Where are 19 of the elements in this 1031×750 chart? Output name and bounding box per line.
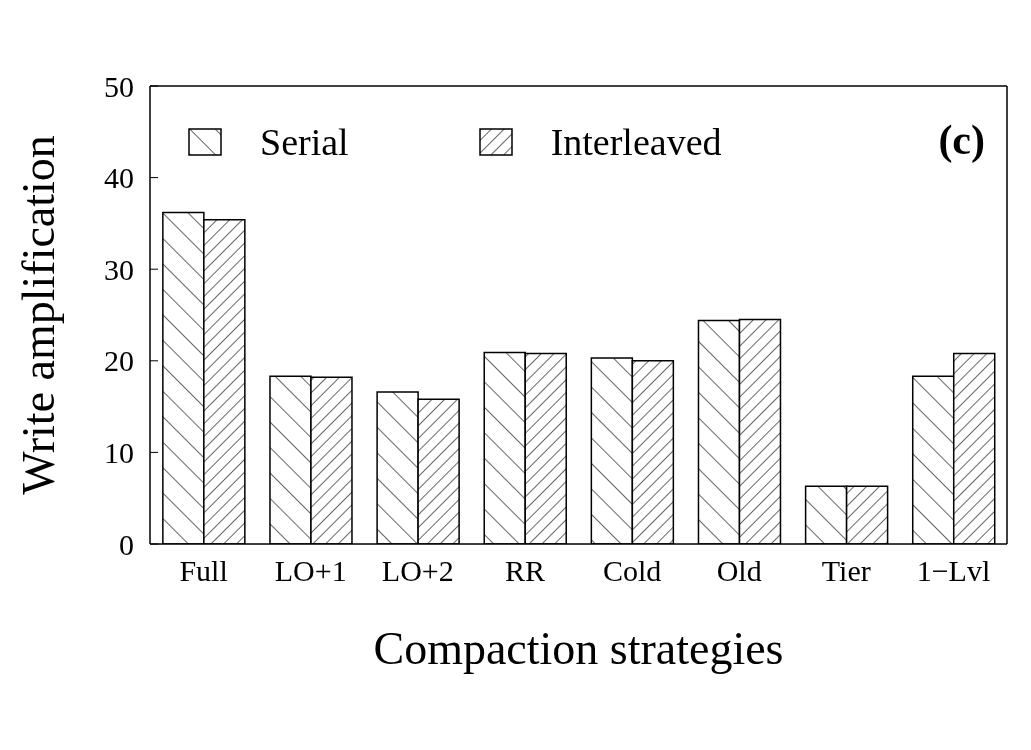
y-tick-label: 0 xyxy=(119,527,134,561)
legend-label: Interleaved xyxy=(550,120,722,164)
x-tick-label: LO+2 xyxy=(381,554,454,588)
y-tick-label: 40 xyxy=(104,161,134,195)
y-tick-label: 10 xyxy=(104,436,134,470)
x-axis-title: Compaction strategies xyxy=(373,623,784,674)
x-tick-label: Old xyxy=(716,554,762,588)
annotation: (c) xyxy=(938,116,985,164)
x-tick-label: Tier xyxy=(821,554,871,588)
y-tick-label: 20 xyxy=(104,344,134,378)
y-tick-label: 30 xyxy=(104,252,134,286)
x-tick-label: RR xyxy=(504,554,545,588)
y-axis-title: Write amplification xyxy=(13,135,65,495)
x-tick-label: Cold xyxy=(602,554,662,588)
y-tick-label: 50 xyxy=(104,69,134,103)
legend-label: Serial xyxy=(260,120,349,164)
x-tick-label: LO+1 xyxy=(274,554,347,588)
x-tick-label: 1−Lvl xyxy=(916,554,991,588)
x-tick-label: Full xyxy=(179,554,228,588)
